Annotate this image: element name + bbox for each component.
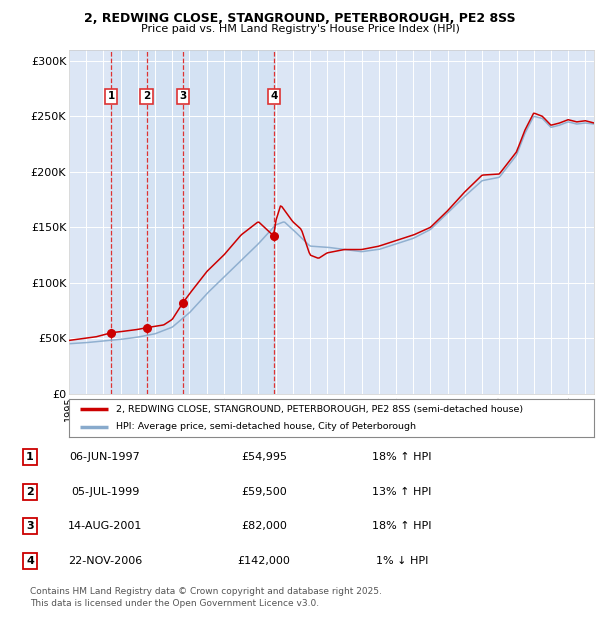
Text: 1: 1 [107,91,115,101]
Text: 2: 2 [26,487,34,497]
Text: 2, REDWING CLOSE, STANGROUND, PETERBOROUGH, PE2 8SS: 2, REDWING CLOSE, STANGROUND, PETERBOROU… [84,12,516,25]
Text: Price paid vs. HM Land Registry's House Price Index (HPI): Price paid vs. HM Land Registry's House … [140,24,460,33]
Bar [111,50,274,394]
Text: £59,500: £59,500 [241,487,287,497]
Text: 2, REDWING CLOSE, STANGROUND, PETERBOROUGH, PE2 8SS (semi-detached house): 2, REDWING CLOSE, STANGROUND, PETERBOROU… [116,404,523,414]
Text: 3: 3 [26,521,34,531]
Text: 2: 2 [143,91,150,101]
Text: 3: 3 [179,91,187,101]
Text: 06-JUN-1997: 06-JUN-1997 [70,452,140,462]
Text: 14-AUG-2001: 14-AUG-2001 [68,521,142,531]
Text: 22-NOV-2006: 22-NOV-2006 [68,556,142,566]
Text: 1% ↓ HPI: 1% ↓ HPI [376,556,428,566]
Text: 13% ↑ HPI: 13% ↑ HPI [373,487,431,497]
Text: Contains HM Land Registry data © Crown copyright and database right 2025.
This d: Contains HM Land Registry data © Crown c… [30,587,382,608]
Text: £82,000: £82,000 [241,521,287,531]
Text: 1: 1 [26,452,34,462]
Text: 18% ↑ HPI: 18% ↑ HPI [372,521,432,531]
Text: 4: 4 [270,91,278,101]
Text: HPI: Average price, semi-detached house, City of Peterborough: HPI: Average price, semi-detached house,… [116,422,416,432]
Text: 4: 4 [26,556,34,566]
Text: £142,000: £142,000 [238,556,290,566]
Text: 18% ↑ HPI: 18% ↑ HPI [372,452,432,462]
Text: £54,995: £54,995 [241,452,287,462]
Text: 05-JUL-1999: 05-JUL-1999 [71,487,139,497]
